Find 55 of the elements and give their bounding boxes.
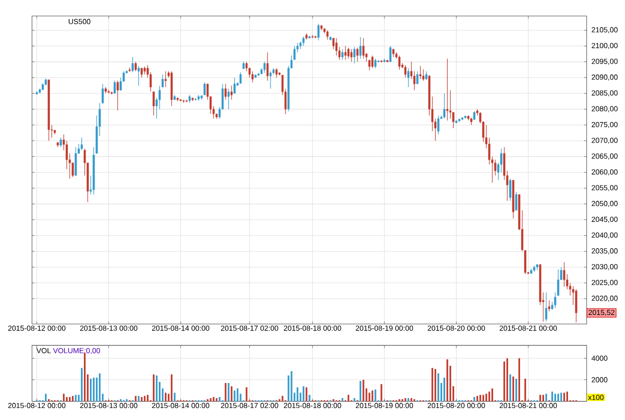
candlestick [545,292,548,322]
candlestick [240,72,242,84]
candlestick [335,38,338,56]
candlestick [563,262,566,288]
candlestick [446,58,448,121]
candlestick [575,288,578,323]
candlestick [246,61,248,72]
candlestick [374,58,376,68]
candlestick [350,48,352,62]
candlestick [362,38,364,59]
candlestick [515,192,518,211]
candlestick [509,178,512,202]
candlestick [270,70,272,89]
candlestick [419,66,422,80]
candlestick [275,68,278,78]
candlestick [341,48,344,60]
candlestick [116,80,119,111]
candlestick [228,88,230,110]
candlestick [234,77,236,94]
candlestick [252,70,254,83]
candlestick [548,300,550,312]
candlestick [347,47,350,59]
candlestick [102,84,104,104]
candlestick [422,69,424,82]
candlestick [60,137,62,148]
candlestick [326,30,328,40]
candlestick [359,36,362,59]
candlestick [114,80,116,94]
candlestick [164,70,167,88]
candlestick [224,84,227,100]
candlestick [416,70,418,84]
candlestick [353,46,356,64]
candlestick [371,55,374,68]
candlestick [398,55,400,70]
candlestick [132,56,134,73]
candlestick [437,115,440,135]
candlestick [138,66,140,86]
candlestick [389,46,392,62]
candlestick [344,46,346,60]
candlestick [80,137,83,151]
candlestick [266,52,269,82]
candlestick [140,68,143,78]
candlestick [134,61,137,72]
candlestick [74,146,77,176]
candlestick [443,93,446,119]
candlestick [230,85,233,100]
candlestick [293,46,296,60]
candlestick [407,68,410,88]
candlestick [404,64,406,78]
candlestick [204,82,206,96]
candlestick [317,24,320,41]
candlestick [302,36,305,46]
candlestick [264,61,266,74]
candlestick [152,91,155,116]
candlestick [356,47,358,62]
